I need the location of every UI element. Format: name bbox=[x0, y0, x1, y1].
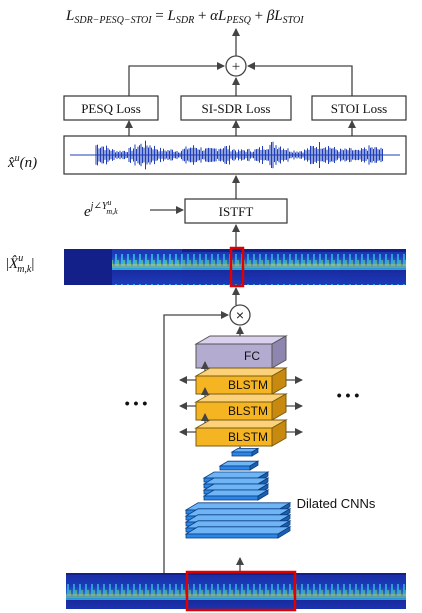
cnn-layer-front bbox=[203, 495, 259, 501]
stoi-loss-label: STOI Loss bbox=[331, 101, 387, 116]
fc-label: FC bbox=[244, 349, 260, 363]
pesq-loss-box: PESQ Loss bbox=[63, 95, 159, 121]
enhanced-frame-highlight bbox=[229, 246, 245, 288]
cnn-layer-side bbox=[249, 460, 259, 471]
dilated-cnn-stack bbox=[184, 447, 292, 539]
cnn-layer-side bbox=[257, 489, 269, 501]
sisdr-loss-label: SI-SDR Loss bbox=[202, 101, 271, 116]
blstm-layer: BLSTM bbox=[194, 393, 288, 421]
noisy-spectrogram bbox=[66, 573, 406, 609]
ellipsis-right: • • • bbox=[337, 387, 360, 403]
signal-label: x̂u(n) bbox=[7, 153, 37, 171]
multiply-node bbox=[229, 304, 251, 326]
phase-label: ej∠Yu m,k bbox=[84, 198, 118, 220]
cnn-layer bbox=[202, 477, 270, 485]
cnn-layer-front bbox=[185, 533, 279, 539]
input-frame-highlight bbox=[185, 570, 297, 612]
cnn-layer-side bbox=[277, 526, 291, 539]
cnn-layer-front bbox=[231, 451, 253, 457]
blstm-stack: BLSTM BLSTM BLSTM bbox=[194, 367, 288, 447]
sum-node bbox=[225, 55, 247, 77]
ellipsis-left: • • • bbox=[125, 395, 148, 411]
blstm-layer: BLSTM bbox=[194, 419, 288, 447]
loss-equation: LSDR−PESQ−STOI = LSDR + αLPESQ + βLSTOI bbox=[65, 8, 304, 26]
cnn-layer bbox=[202, 483, 270, 491]
enhanced-waveform bbox=[70, 140, 400, 170]
enhanced-spectrogram bbox=[64, 249, 406, 285]
blstm-layer: BLSTM bbox=[194, 367, 288, 395]
cnn-layer bbox=[202, 489, 270, 497]
arrow-pesq-to-sum bbox=[128, 62, 225, 96]
cnn-layer bbox=[202, 471, 270, 479]
arrow-stoi-to-sum bbox=[247, 62, 353, 96]
cnn-label: Dilated CNNs bbox=[297, 496, 376, 511]
cnn-layer bbox=[184, 526, 292, 535]
plus-operator: + bbox=[232, 59, 240, 75]
magnitude-label: |X̂u m,k| bbox=[6, 253, 34, 275]
blstm-label: BLSTM bbox=[228, 404, 268, 418]
blstm-label: BLSTM bbox=[228, 430, 268, 444]
pesq-loss-label: PESQ Loss bbox=[81, 101, 141, 116]
stoi-loss-box: STOI Loss bbox=[311, 95, 407, 121]
sisdr-loss-box: SI-SDR Loss bbox=[180, 95, 292, 121]
cnn-layer-front bbox=[219, 465, 251, 471]
times-operator: × bbox=[236, 307, 244, 323]
fc-layer: FC bbox=[194, 335, 288, 369]
istft-label: ISTFT bbox=[219, 204, 254, 219]
istft-box: ISTFT bbox=[184, 198, 288, 224]
blstm-label: BLSTM bbox=[228, 378, 268, 392]
cnn-layer-side bbox=[251, 447, 259, 457]
